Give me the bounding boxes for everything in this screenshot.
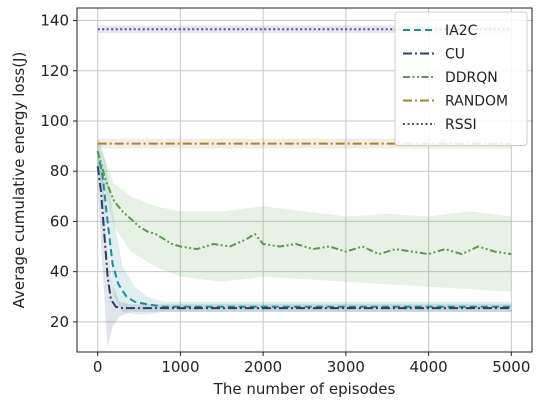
x-tick-label: 0: [93, 358, 103, 376]
legend-label: CU: [445, 47, 465, 63]
legend-label: RANDOM: [445, 94, 508, 110]
y-tick-label: 120: [40, 62, 69, 80]
series-line-2: [96, 150, 512, 256]
band-0: [97, 136, 512, 315]
legend-label: IA2C: [445, 23, 478, 39]
legend-label: DDRQN: [445, 70, 498, 86]
band-2: [97, 141, 512, 292]
y-tick-label: 60: [50, 212, 69, 230]
x-tick-label: 5000: [492, 358, 530, 376]
band-1: [97, 146, 512, 347]
y-tick-label: 100: [40, 112, 69, 130]
y-tick-label: 20: [50, 313, 69, 331]
y-tick-label: 140: [40, 12, 69, 30]
x-tick-label: 1000: [161, 358, 199, 376]
x-axis-label: The number of episodes: [213, 380, 396, 398]
series-line-1: [96, 166, 512, 310]
legend-box: [394, 11, 528, 146]
series-line-0: [96, 150, 512, 308]
x-tick-label: 2000: [244, 358, 282, 376]
x-tick-label: 4000: [409, 358, 447, 376]
legend-label: RSSI: [445, 117, 477, 133]
legend: IA2C CU DDRQN RANDOM RSSI: [394, 11, 528, 146]
y-tick-label: 80: [50, 162, 69, 180]
tick-labels: 0 1000 2000 3000 4000 5000 20 40 60 80 100 120 140: [40, 12, 530, 376]
plot-frame: [76, 7, 533, 353]
y-axis-label: Average cumulative energy loss(J): [10, 52, 28, 309]
y-tick-label: 40: [50, 263, 69, 281]
x-tick-label: 3000: [327, 358, 365, 376]
